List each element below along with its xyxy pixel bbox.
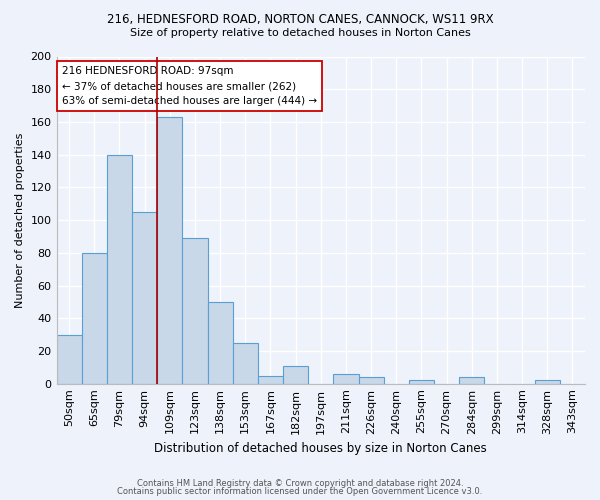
Bar [233,343,258,384]
Bar [359,377,383,384]
Text: Contains public sector information licensed under the Open Government Licence v3: Contains public sector information licen… [118,487,482,496]
Bar [459,377,484,384]
Bar [283,366,308,384]
Bar [409,380,434,384]
Bar [82,253,107,384]
Bar [56,334,82,384]
Bar [157,117,182,384]
X-axis label: Distribution of detached houses by size in Norton Canes: Distribution of detached houses by size … [154,442,487,455]
Y-axis label: Number of detached properties: Number of detached properties [15,132,25,308]
Bar [535,380,560,384]
Bar [208,302,233,384]
Text: 216 HEDNESFORD ROAD: 97sqm
← 37% of detached houses are smaller (262)
63% of sem: 216 HEDNESFORD ROAD: 97sqm ← 37% of deta… [62,66,317,106]
Bar [182,238,208,384]
Bar [334,374,359,384]
Text: 216, HEDNESFORD ROAD, NORTON CANES, CANNOCK, WS11 9RX: 216, HEDNESFORD ROAD, NORTON CANES, CANN… [107,12,493,26]
Bar [258,376,283,384]
Text: Contains HM Land Registry data © Crown copyright and database right 2024.: Contains HM Land Registry data © Crown c… [137,478,463,488]
Bar [107,154,132,384]
Text: Size of property relative to detached houses in Norton Canes: Size of property relative to detached ho… [130,28,470,38]
Bar [132,212,157,384]
